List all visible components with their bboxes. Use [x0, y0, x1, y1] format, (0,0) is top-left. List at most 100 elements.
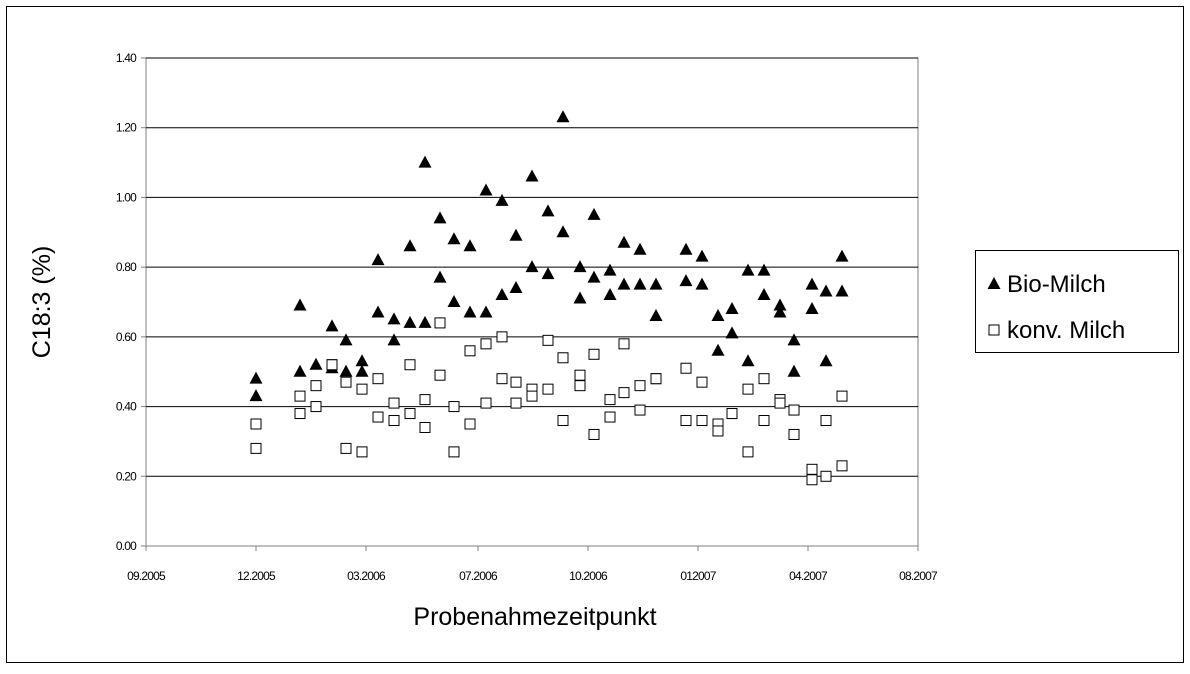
data-point [835, 284, 849, 297]
data-point [806, 474, 818, 486]
data-point [574, 380, 586, 392]
data-point [310, 401, 322, 413]
data-point [757, 288, 771, 301]
data-point [542, 383, 554, 395]
data-point [696, 415, 708, 427]
data-point [325, 319, 339, 332]
data-point [836, 460, 848, 472]
data-point [495, 288, 509, 301]
x-tick-label: 10.2006 [569, 569, 608, 583]
data-point [758, 415, 770, 427]
data-point [695, 249, 709, 262]
data-point [387, 312, 401, 325]
data-point [557, 415, 569, 427]
data-point [819, 354, 833, 367]
data-point [556, 110, 570, 123]
data-point [634, 404, 646, 416]
data-point [340, 376, 352, 388]
data-point [310, 380, 322, 392]
data-point [649, 308, 663, 321]
x-tick-label: 12.2005 [237, 569, 276, 583]
data-point [787, 364, 801, 377]
y-axis-label: C18:3 (%) [28, 246, 56, 359]
y-tick-label: 0.60 [116, 330, 137, 344]
legend-label: Bio-Milch [1007, 271, 1106, 298]
data-point [679, 242, 693, 255]
y-tick-label: 1.40 [116, 51, 137, 65]
data-point [355, 354, 369, 367]
data-point [541, 267, 555, 280]
data-point [294, 408, 306, 420]
legend-label: konv. Milch [1007, 317, 1125, 344]
data-point [588, 348, 600, 360]
data-point [371, 305, 385, 318]
data-point [418, 155, 432, 168]
legend-marker [988, 324, 1000, 336]
data-point [509, 281, 523, 294]
data-point [419, 421, 431, 433]
data-point [633, 277, 647, 290]
data-point [556, 225, 570, 238]
data-point [479, 305, 493, 318]
data-point [617, 277, 631, 290]
legend-marker [987, 277, 1001, 289]
data-point [525, 169, 539, 182]
data-point [836, 390, 848, 402]
data-point [819, 284, 833, 297]
data-point [712, 425, 724, 437]
y-tick-label: 0.00 [116, 539, 137, 553]
data-point [741, 354, 755, 367]
data-point [339, 364, 353, 377]
data-point [711, 343, 725, 356]
data-point [603, 263, 617, 276]
data-point [403, 239, 417, 252]
data-point [479, 183, 493, 196]
data-point [355, 364, 369, 377]
data-point [696, 376, 708, 388]
data-point [448, 401, 460, 413]
x-tick-label: 09.2005 [127, 569, 166, 583]
data-point [787, 333, 801, 346]
data-point [293, 364, 307, 377]
data-point [464, 418, 476, 430]
data-point [588, 428, 600, 440]
y-tick-label: 0.80 [116, 260, 137, 274]
data-point [557, 352, 569, 364]
data-point [495, 193, 509, 206]
data-point [773, 305, 787, 318]
data-point [496, 373, 508, 385]
data-point [573, 260, 587, 273]
data-point [542, 334, 554, 346]
data-point [509, 228, 523, 241]
data-point [294, 390, 306, 402]
data-point [371, 253, 385, 266]
data-point [773, 298, 787, 311]
data-point [634, 380, 646, 392]
data-point [293, 298, 307, 311]
data-point [418, 315, 432, 328]
y-tick-label: 0.40 [116, 400, 137, 414]
data-point [758, 373, 770, 385]
data-point [618, 338, 630, 350]
data-point [573, 291, 587, 304]
data-point [680, 415, 692, 427]
data-point [633, 242, 647, 255]
data-point [447, 295, 461, 307]
data-point [618, 387, 630, 399]
data-point [250, 418, 262, 430]
data-point [526, 390, 538, 402]
data-point [356, 383, 368, 395]
data-point [725, 326, 739, 339]
data-point [726, 408, 738, 420]
plot-area [145, 57, 919, 547]
data-point [525, 260, 539, 273]
data-point [447, 232, 461, 245]
x-tick-label: 012007 [680, 569, 716, 583]
data-point [788, 428, 800, 440]
data-point [820, 470, 832, 482]
data-point [774, 397, 786, 409]
x-tick-label: 07.2006 [459, 569, 498, 583]
data-point [711, 308, 725, 321]
data-point [372, 411, 384, 423]
